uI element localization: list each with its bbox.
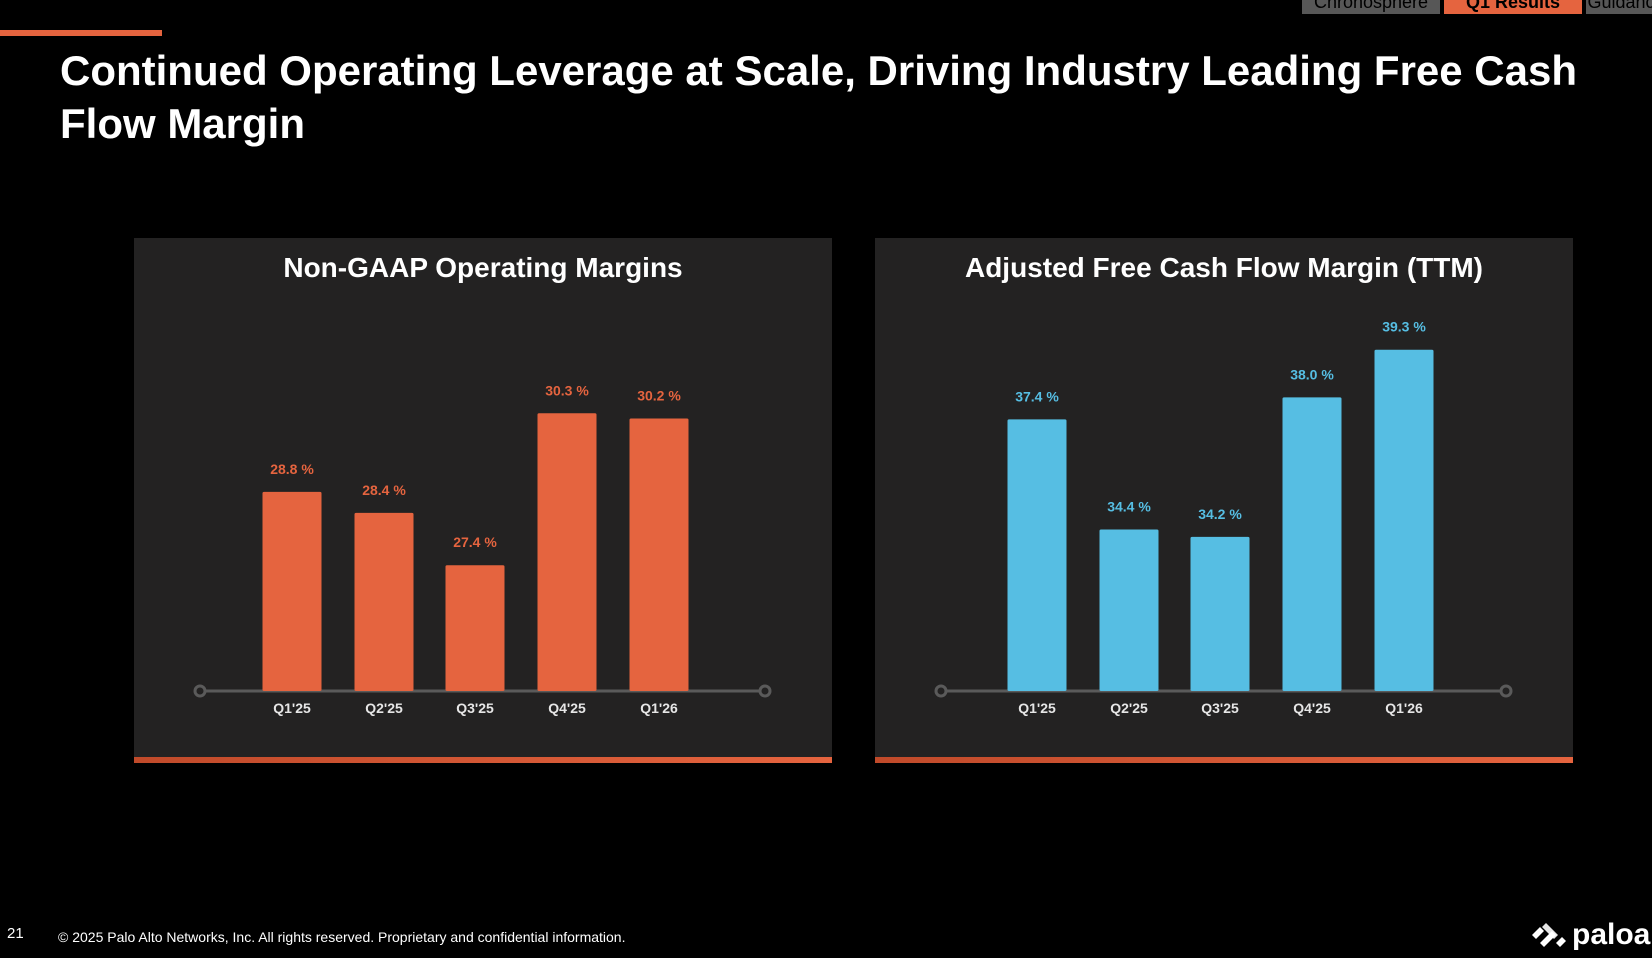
x-tick-label: Q1'26 <box>1385 700 1423 716</box>
axis-end-marker <box>758 684 772 698</box>
x-tick-label: Q1'25 <box>1018 700 1056 716</box>
data-label: 34.2 % <box>1198 506 1242 522</box>
chart-title: Non-GAAP Operating Margins <box>283 252 683 283</box>
bar-Q1'25 <box>262 491 322 691</box>
bar-Q3'25 <box>445 565 505 691</box>
x-tick-label: Q2'25 <box>365 700 403 716</box>
data-label: 39.3 % <box>1382 319 1426 335</box>
axis-start-marker <box>193 684 207 698</box>
page-title: Continued Operating Leverage at Scale, D… <box>60 47 1578 147</box>
axis-start-marker <box>934 684 948 698</box>
copyright: © 2025 Palo Alto Networks, Inc. All righ… <box>58 929 626 945</box>
bar-Q1'25 <box>1007 419 1067 691</box>
data-label: 38.0 % <box>1290 366 1334 382</box>
axis-end-marker <box>1499 684 1513 698</box>
bar-Q3'25 <box>1190 536 1250 691</box>
data-label: 30.3 % <box>545 382 589 398</box>
data-label: 27.4 % <box>453 534 497 550</box>
x-tick-label: Q2'25 <box>1110 700 1148 716</box>
bar-Q4'25 <box>1282 397 1342 691</box>
chart-panel-operating-margins: Non-GAAP Operating Margins 28.8 % Q1'25 28… <box>134 238 832 763</box>
x-tick-label: Q1'25 <box>273 700 311 716</box>
chart-title: Adjusted Free Cash Flow Margin (TTM) <box>964 252 1483 283</box>
logo-mark-icon <box>1532 923 1566 947</box>
tab-chronosphere[interactable]: Chronosphere <box>1302 0 1440 14</box>
x-tick-label: Q1'26 <box>640 700 678 716</box>
data-label: 34.4 % <box>1107 499 1151 515</box>
data-label: 28.4 % <box>362 482 406 498</box>
logo-text: paloalto <box>1572 918 1652 951</box>
bar-Q2'25 <box>1099 529 1159 691</box>
chart-panel-fcf-margin: Adjusted Free Cash Flow Margin (TTM) 37.… <box>875 238 1573 763</box>
x-tick-label: Q4'25 <box>1293 700 1331 716</box>
bar-Q2'25 <box>354 512 414 691</box>
bar-Q1'26 <box>629 418 689 691</box>
x-tick-label: Q4'25 <box>548 700 586 716</box>
data-label: 30.2 % <box>637 388 681 404</box>
x-tick-label: Q3'25 <box>1201 700 1239 716</box>
tab-guidance[interactable]: Guidance <box>1586 0 1652 14</box>
page-number: 21 <box>7 925 24 942</box>
fcf-margin-chart: 37.4 % Q1'25 34.4 % Q2'25 34.2 % Q3'25 38.0 % Q… <box>934 319 1513 716</box>
panel-accent-bar <box>875 757 1573 763</box>
bar-Q1'26 <box>1374 349 1434 691</box>
panel-accent-bar <box>134 757 832 763</box>
operating-margins-chart: 28.8 % Q1'25 28.4 % Q2'25 27.4 % Q3'25 30.3 % Q… <box>193 382 772 716</box>
x-tick-label: Q3'25 <box>456 700 494 716</box>
paloalto-logo: paloalto <box>1532 918 1652 952</box>
data-label: 28.8 % <box>270 461 314 477</box>
bar-Q4'25 <box>537 413 597 691</box>
tab-q1-results[interactable]: Q1 Results <box>1444 0 1582 14</box>
accent-bar <box>0 30 162 36</box>
data-label: 37.4 % <box>1015 388 1059 404</box>
